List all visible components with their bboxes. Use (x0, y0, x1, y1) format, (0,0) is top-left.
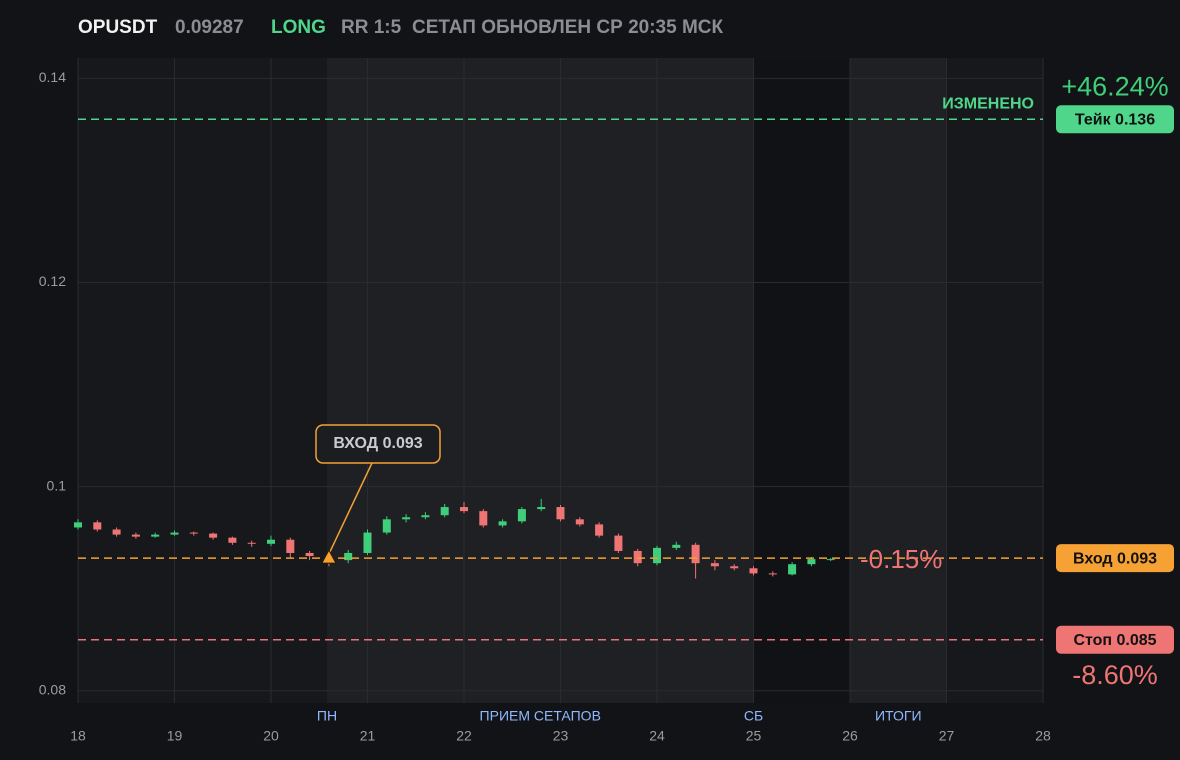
x-tick-label: 21 (360, 728, 376, 744)
session-band (326, 58, 754, 703)
candle-body (93, 522, 102, 530)
candle-body (209, 533, 218, 538)
candle-body (382, 519, 391, 533)
candle-body (749, 568, 758, 574)
level-label: Стоп 0.085 (1073, 632, 1156, 649)
entry-marker (321, 549, 337, 564)
x-tick-label: 20 (263, 728, 279, 744)
candle-body (170, 532, 179, 535)
candle-body (556, 507, 565, 520)
session-label: ПРИЕМ СЕТАПОВ (480, 708, 601, 724)
level-change: -8.60% (1072, 660, 1158, 690)
candle-body (537, 507, 546, 510)
x-tick-label: 26 (842, 728, 858, 744)
price: 0.09287 (175, 17, 244, 38)
candle-body (614, 535, 623, 551)
y-tick-label: 0.12 (39, 273, 66, 289)
candle-body (151, 534, 160, 537)
session-label: ИТОГИ (875, 708, 922, 724)
x-tick-label: 25 (746, 728, 762, 744)
annotation-box (315, 424, 441, 464)
x-tick-label: 23 (553, 728, 569, 744)
candle-body (826, 559, 835, 561)
candle-body (633, 550, 642, 564)
session-band (753, 58, 850, 703)
candle-body (228, 537, 237, 543)
level-label: Вход 0.093 (1073, 550, 1157, 567)
candle-body (74, 522, 82, 528)
level-badge (1056, 105, 1174, 134)
candle-body (189, 532, 198, 534)
candle-body (498, 521, 507, 526)
annotation-leader (328, 462, 373, 555)
level-badge (1056, 544, 1174, 573)
x-tick-label: 19 (167, 728, 183, 744)
session-label: СБ (744, 708, 763, 724)
level-change: +46.24% (1061, 71, 1168, 101)
level-label: Тейк 0.136 (1075, 111, 1155, 128)
candle-body (247, 542, 256, 544)
candle-body (440, 507, 449, 516)
side: LONG (271, 17, 326, 38)
candle-body (768, 573, 777, 575)
y-tick-label: 0.08 (39, 681, 66, 697)
candle-body (691, 544, 700, 564)
candle-body (595, 524, 604, 536)
candle-body (460, 507, 468, 512)
candle-body (344, 552, 353, 561)
annotation-text: ВХОД 0.093 (333, 435, 422, 452)
candle-body (730, 566, 739, 569)
candle-body (267, 539, 275, 544)
candle-body (131, 534, 140, 537)
updated: СЕТАП ОБНОВЛЕН СР 20:35 МСК (412, 17, 723, 38)
x-tick-label: 27 (939, 728, 955, 744)
x-tick-label: 24 (649, 728, 665, 744)
candle-body (363, 532, 372, 553)
candle-body (672, 544, 681, 548)
level-badge (1056, 625, 1174, 654)
candle-body (402, 517, 411, 520)
candle-body (421, 515, 430, 518)
candle-body (479, 511, 488, 526)
candle-body (653, 547, 661, 564)
candle-body (517, 509, 526, 522)
risk-reward: RR 1:5 (341, 17, 402, 38)
level-change: -0.15% (860, 544, 942, 574)
candle-body (710, 563, 719, 567)
session-band (850, 58, 947, 703)
candle-body (305, 552, 314, 557)
x-tick-label: 22 (456, 728, 472, 744)
y-tick-label: 0.1 (47, 477, 67, 493)
x-tick-label: 18 (70, 728, 86, 744)
candle-body (788, 564, 797, 575)
candle-body (112, 529, 121, 535)
level-note: ИЗМЕНЕНО (942, 95, 1034, 112)
candle-body (807, 559, 816, 565)
candle-body (575, 519, 584, 525)
session-label: ПН (317, 708, 337, 724)
y-tick-label: 0.14 (39, 69, 66, 85)
x-tick-label: 28 (1035, 728, 1051, 744)
symbol: OPUSDT (78, 17, 158, 38)
candle-body (286, 539, 295, 553)
